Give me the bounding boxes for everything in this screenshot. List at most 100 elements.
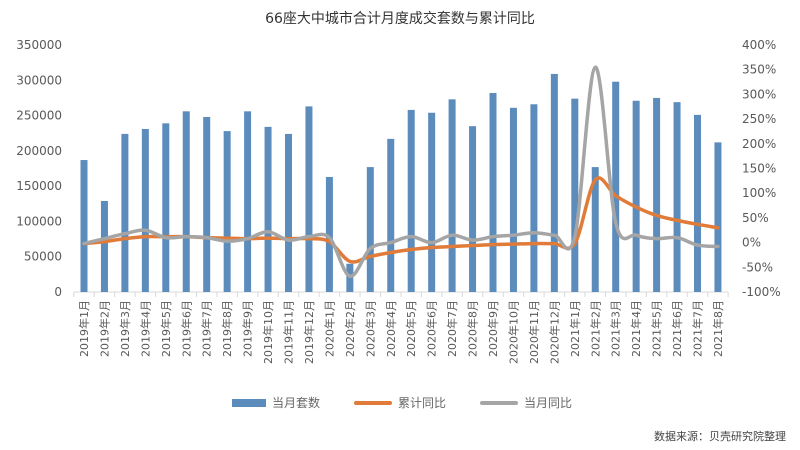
x-tick-label: 2020年2月 [343, 300, 357, 357]
x-tick-label: 2020年7月 [445, 300, 459, 357]
legend-label: 累计同比 [398, 396, 447, 410]
x-tick-label: 2019年6月 [179, 300, 193, 357]
x-tick-label: 2021年1月 [568, 300, 582, 357]
x-tick-label: 2019年12月 [302, 300, 316, 364]
bar [305, 106, 313, 292]
bar [550, 73, 558, 292]
legend: 当月套数 累计同比 当月同比 [232, 394, 572, 411]
x-tick-label: 2021年6月 [670, 300, 684, 357]
bar [571, 98, 579, 293]
right-tick-label: 250% [742, 112, 776, 126]
bar [285, 133, 292, 292]
legend-label: 当月同比 [524, 396, 573, 410]
bar [653, 97, 661, 292]
x-tick-label: 2020年1月 [322, 300, 336, 357]
x-tick-label: 2020年12月 [547, 300, 561, 364]
legend-item-cumulative-yoy: 累计同比 [354, 394, 446, 411]
bar-swatch-icon [232, 398, 266, 407]
x-tick-label: 2020年11月 [527, 300, 541, 364]
monthly-yoy-line [82, 65, 720, 278]
x-tick-label: 2020年6月 [425, 300, 439, 357]
bar [100, 200, 108, 292]
bar [407, 109, 415, 292]
bar [121, 133, 129, 292]
bar [714, 142, 722, 292]
right-tick-label: 350% [742, 63, 776, 77]
bar [162, 123, 170, 292]
bar [80, 160, 88, 292]
right-tick-label: -100% [742, 285, 781, 299]
x-tick-label: 2020年8月 [466, 300, 480, 357]
left-axis: 0 50000 100000 150000 200000 250000 300000 3500… [16, 38, 62, 299]
x-tick-label: 2019年1月 [77, 300, 91, 357]
bar [489, 92, 497, 292]
x-tick-label: 2021年8月 [711, 300, 725, 357]
x-tick-label: 2019年9月 [241, 300, 255, 357]
right-tick-label: 300% [742, 87, 776, 101]
x-tick-label: 2020年10月 [506, 300, 520, 364]
bar [632, 100, 640, 292]
x-tick-label: 2020年5月 [404, 300, 418, 357]
legend-item-monthly-yoy: 当月同比 [480, 394, 572, 411]
x-tick-label: 2019年8月 [220, 300, 234, 357]
bar [694, 114, 701, 292]
left-tick-label: 50000 [24, 250, 62, 264]
right-axis: -100% -50% 0% 50% 100% 150% 200% 250% 300% 350% 40… [742, 38, 781, 299]
left-tick-label: 200000 [16, 144, 62, 158]
bar [448, 99, 456, 292]
x-tick-label: 2021年3月 [609, 300, 623, 357]
bar [591, 167, 599, 292]
left-tick-label: 350000 [16, 38, 62, 52]
bar [244, 111, 252, 292]
right-tick-label: 100% [742, 186, 776, 200]
bar [141, 128, 149, 292]
legend-item-monthly-units: 当月套数 [232, 394, 320, 411]
left-tick-label: 300000 [16, 73, 62, 87]
x-tick-label: 2021年4月 [629, 300, 643, 357]
bar [428, 112, 436, 293]
bar [530, 104, 538, 292]
x-tick-label: 2019年11月 [282, 300, 296, 364]
source-note: 数据来源：贝壳研究院整理 [654, 430, 786, 443]
right-tick-label: 200% [742, 137, 776, 151]
bar-series [80, 73, 722, 293]
x-tick-label: 2019年7月 [200, 300, 214, 357]
x-tick-label: 2021年2月 [588, 300, 602, 357]
left-tick-label: 0 [54, 285, 62, 299]
bar [203, 116, 211, 293]
left-tick-label: 150000 [16, 179, 62, 193]
x-tick-label: 2019年3月 [118, 300, 132, 357]
bar [673, 102, 681, 292]
left-tick-label: 100000 [16, 214, 62, 228]
right-tick-label: 0% [742, 236, 761, 250]
x-tick-label: 2019年5月 [159, 300, 173, 357]
cumulative-yoy-line [82, 176, 720, 264]
bar [612, 81, 620, 292]
right-tick-label: 400% [742, 38, 776, 52]
bar [182, 111, 190, 292]
left-tick-label: 250000 [16, 109, 62, 123]
x-tick-label: 2020年3月 [363, 300, 377, 357]
x-tick-label: 2019年4月 [138, 300, 152, 357]
chart-title: 66座大中城市合计月度成交套数与累计同比 [265, 11, 535, 27]
legend-label: 当月套数 [272, 396, 321, 410]
bar [509, 107, 517, 293]
right-tick-label: -50% [742, 260, 773, 274]
right-tick-label: 150% [742, 162, 776, 176]
x-tick-label: 2020年9月 [486, 300, 500, 357]
x-tick-label: 2021年5月 [650, 300, 664, 357]
gray-line-swatch-icon [480, 400, 519, 405]
x-tick-label: 2019年10月 [261, 300, 275, 364]
x-tick-label: 2019年2月 [97, 300, 111, 357]
bar [223, 131, 231, 292]
x-tick-label: 2021年7月 [691, 300, 705, 357]
bar [469, 126, 477, 293]
bar [264, 126, 272, 292]
orange-line-swatch-icon [354, 400, 393, 405]
x-axis: 2019年1月 2019年2月 2019年3月 2019年4月 2019年5月 2019年… [73, 292, 729, 364]
bar [366, 167, 374, 292]
bar [387, 138, 395, 292]
right-tick-label: 50% [742, 211, 769, 225]
x-tick-label: 2020年4月 [384, 300, 398, 357]
